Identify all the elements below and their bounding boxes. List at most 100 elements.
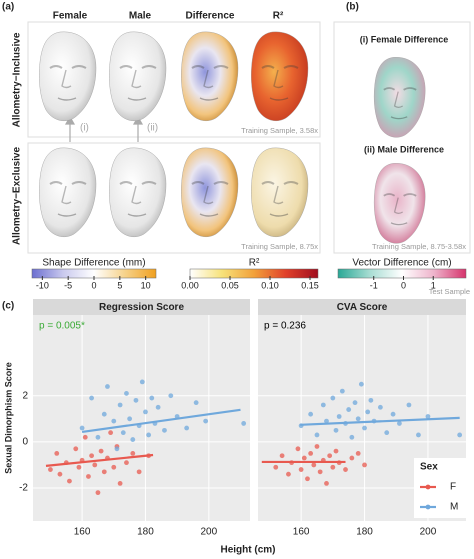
colorbar-tick-label: -1 xyxy=(370,280,378,290)
point xyxy=(57,471,63,477)
face-shape xyxy=(251,31,309,121)
point xyxy=(390,411,396,417)
point xyxy=(384,430,390,436)
point xyxy=(358,381,364,387)
point xyxy=(314,444,320,449)
plot-background xyxy=(33,315,250,521)
panel-title: (i) Female Difference xyxy=(360,34,449,44)
note: Training Sample, 3.58x xyxy=(241,126,318,135)
x-tick-label: 160 xyxy=(74,527,91,538)
point xyxy=(314,432,320,438)
point xyxy=(92,462,98,468)
point xyxy=(101,411,107,417)
face-feature xyxy=(203,185,214,205)
face-feature xyxy=(383,193,417,197)
point xyxy=(89,395,95,401)
point xyxy=(368,397,374,403)
point xyxy=(139,379,145,385)
point xyxy=(133,397,139,403)
legend-label: M xyxy=(450,502,458,513)
point xyxy=(308,411,314,417)
colorbar-tick-label: 0 xyxy=(401,280,406,290)
point xyxy=(425,414,431,419)
point xyxy=(101,469,107,475)
point xyxy=(308,451,314,456)
face-feature xyxy=(203,69,214,89)
point xyxy=(95,434,101,440)
face-feature xyxy=(49,181,87,185)
annotation: p = 0.005* xyxy=(39,321,85,332)
face xyxy=(373,57,426,138)
point xyxy=(73,446,79,452)
face-feature xyxy=(199,213,219,217)
face-feature xyxy=(261,65,299,69)
face-feature xyxy=(49,65,87,69)
point xyxy=(89,453,95,459)
colorbar-tick-label: 0.10 xyxy=(261,280,279,290)
face xyxy=(109,31,167,121)
face-feature xyxy=(393,197,404,214)
point xyxy=(349,455,355,461)
point xyxy=(127,416,133,422)
note: Test Sample xyxy=(429,287,470,296)
face-feature xyxy=(131,185,142,205)
colorbar-tick-label: 0.00 xyxy=(181,280,199,290)
legend-swatch xyxy=(425,484,431,490)
point xyxy=(324,480,329,486)
y-axis-label: Sexual Dimorphism Score xyxy=(3,362,13,474)
point xyxy=(111,418,117,424)
point xyxy=(349,434,355,440)
point xyxy=(149,395,155,401)
face xyxy=(373,163,426,244)
face xyxy=(251,31,309,121)
face-feature xyxy=(390,116,408,120)
arrow-label: (ii) xyxy=(147,123,158,134)
point xyxy=(324,418,329,424)
point xyxy=(343,467,348,472)
chart-title: CVA Score xyxy=(337,302,388,313)
point xyxy=(301,455,307,461)
point xyxy=(82,434,88,440)
point xyxy=(184,425,190,431)
face-feature xyxy=(57,97,77,101)
point xyxy=(76,464,82,470)
y-tick-label: -2 xyxy=(19,483,28,494)
face-shape xyxy=(181,31,239,121)
point xyxy=(203,418,209,424)
note: Training Sample, 8.75-3.58x xyxy=(372,242,466,251)
point xyxy=(457,432,463,438)
colorbar-tick-label: 0.05 xyxy=(221,280,239,290)
colorbar-title: R² xyxy=(249,258,260,269)
point xyxy=(311,462,317,468)
face-feature xyxy=(393,91,404,108)
face-shape xyxy=(373,57,426,138)
face-feature xyxy=(273,69,284,89)
point xyxy=(86,474,91,479)
colorbar-tick-label: 5 xyxy=(117,280,122,290)
row-frame xyxy=(27,142,321,254)
face-feature xyxy=(119,181,157,185)
panel-label: (b) xyxy=(346,2,359,13)
row-frame xyxy=(27,21,321,138)
point xyxy=(168,393,174,399)
column-header: Difference xyxy=(186,11,235,22)
point xyxy=(320,402,326,408)
column-header: R² xyxy=(273,11,284,22)
x-tick-label: 180 xyxy=(356,527,373,538)
point xyxy=(120,430,126,436)
face-feature xyxy=(269,97,289,101)
point xyxy=(406,402,412,408)
face-shape xyxy=(251,147,309,237)
point xyxy=(295,446,301,452)
y-tick-label: 0 xyxy=(22,437,28,448)
face-feature xyxy=(191,65,229,69)
point xyxy=(79,425,85,431)
point xyxy=(108,430,114,436)
face-feature xyxy=(383,87,417,91)
panel-title: (ii) Male Difference xyxy=(364,144,444,154)
face-feature xyxy=(390,222,408,226)
face-feature xyxy=(119,65,157,69)
fit-line xyxy=(300,416,460,426)
point xyxy=(48,467,53,472)
